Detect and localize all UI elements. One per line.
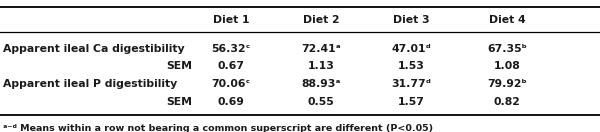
Text: Diet 4: Diet 4 — [488, 15, 526, 25]
Text: 56.32ᶜ: 56.32ᶜ — [211, 44, 251, 54]
Text: Diet 1: Diet 1 — [213, 15, 249, 25]
Text: 72.41ᵃ: 72.41ᵃ — [301, 44, 341, 54]
Text: 70.06ᶜ: 70.06ᶜ — [212, 79, 251, 89]
Text: 0.55: 0.55 — [308, 97, 334, 107]
Text: SEM: SEM — [166, 97, 192, 107]
Text: ᵃ⁻ᵈ Means within a row not bearing a common superscript are different (P<0.05): ᵃ⁻ᵈ Means within a row not bearing a com… — [3, 124, 433, 132]
Text: 79.92ᵇ: 79.92ᵇ — [487, 79, 527, 89]
Text: 1.57: 1.57 — [398, 97, 424, 107]
Text: Apparent ileal Ca digestibility: Apparent ileal Ca digestibility — [3, 44, 185, 54]
Text: 88.93ᵃ: 88.93ᵃ — [301, 79, 341, 89]
Text: Apparent ileal P digestibility: Apparent ileal P digestibility — [3, 79, 177, 89]
Text: 31.77ᵈ: 31.77ᵈ — [391, 79, 431, 89]
Text: 0.69: 0.69 — [218, 97, 244, 107]
Text: 0.82: 0.82 — [494, 97, 520, 107]
Text: 1.08: 1.08 — [494, 61, 520, 71]
Text: 0.67: 0.67 — [218, 61, 245, 71]
Text: 67.35ᵇ: 67.35ᵇ — [487, 44, 527, 54]
Text: 1.13: 1.13 — [308, 61, 334, 71]
Text: 47.01ᵈ: 47.01ᵈ — [391, 44, 431, 54]
Text: 1.53: 1.53 — [398, 61, 424, 71]
Text: SEM: SEM — [166, 61, 192, 71]
Text: Diet 2: Diet 2 — [302, 15, 340, 25]
Text: Diet 3: Diet 3 — [392, 15, 430, 25]
